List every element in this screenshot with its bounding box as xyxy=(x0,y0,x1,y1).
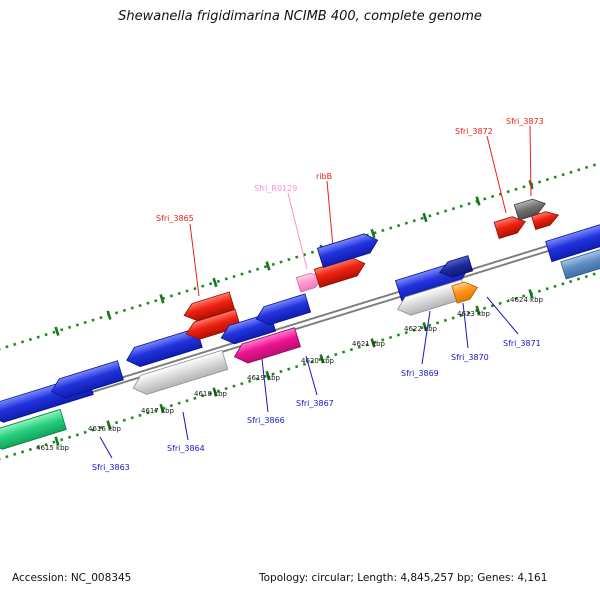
tick-label: 4617 kbp xyxy=(141,407,175,415)
major-tick xyxy=(106,310,112,320)
tick-label: 4620 kbp xyxy=(301,357,335,365)
gene-label: ribB xyxy=(316,172,332,181)
gene-label: Sfri_3864 xyxy=(167,444,205,453)
gene-arrow-g18[interactable] xyxy=(493,213,528,240)
major-tick xyxy=(319,354,325,364)
major-tick xyxy=(422,322,428,332)
upper-tick-line xyxy=(0,161,600,351)
gene-label: Sfri_3863 xyxy=(92,463,130,472)
major-tick xyxy=(475,305,481,315)
status-topology: Topology: circular; Length: 4,845,257 bp… xyxy=(259,572,548,584)
label-connector xyxy=(182,411,189,441)
gene-arrow-g17[interactable] xyxy=(437,255,474,281)
tick-label: 4624 kbp xyxy=(510,296,544,304)
gene-arrow-g13[interactable] xyxy=(316,231,380,268)
major-tick xyxy=(265,370,271,381)
major-tick xyxy=(475,196,481,206)
major-tick xyxy=(54,436,60,446)
gene-label: Sfri_3869 xyxy=(401,369,439,378)
tick-label: 4621 kbp xyxy=(352,340,386,348)
tick-label: 4623 kbp xyxy=(457,310,491,318)
gene-label: Sfri_3870 xyxy=(451,353,489,362)
gene-arrow-g3[interactable] xyxy=(49,360,124,401)
tick-label: 4619 kbp xyxy=(247,374,281,382)
label-connector xyxy=(462,302,469,349)
gene-label: Sfri_3872 xyxy=(455,127,493,136)
gene-label: Sfri_3873 xyxy=(506,117,544,126)
major-tick xyxy=(159,294,165,304)
major-tick xyxy=(159,403,165,414)
gene-label: Sfri_3866 xyxy=(247,416,285,425)
gene-arrow-g19[interactable] xyxy=(513,196,547,221)
gene-label: Sfri_3865 xyxy=(156,214,194,223)
lower-tick-line xyxy=(0,270,600,461)
page-title: Shewanella frigidimarina NCIMB 400, comp… xyxy=(118,9,482,24)
gene-arrow-g9[interactable] xyxy=(232,327,301,367)
major-tick xyxy=(370,228,376,239)
gene-arrow-g22[interactable] xyxy=(560,243,600,280)
label-connector xyxy=(529,125,532,197)
tick-label: 4622 kbp xyxy=(404,325,438,333)
label-connector xyxy=(305,355,318,396)
tick-scale-layer xyxy=(0,161,600,461)
gene-arrow-g21[interactable] xyxy=(545,218,600,263)
label-connector xyxy=(486,135,507,214)
text-label-layer: 4615 kbp 4616 kbp 4617 kbp 4618 kbp 4619 kbp… xyxy=(36,117,544,472)
major-tick xyxy=(265,261,271,271)
gene-arrow-g6[interactable] xyxy=(181,291,236,324)
label-connector xyxy=(421,310,431,365)
tick-label: 4618 kbp xyxy=(194,390,228,398)
gene-label: Sfri_R0129 xyxy=(254,184,297,193)
major-tick xyxy=(54,326,60,336)
gene-layer xyxy=(0,196,600,452)
tick-label: 4615 kbp xyxy=(36,444,70,452)
gene-arrow-g1[interactable] xyxy=(0,408,67,452)
label-connector xyxy=(189,223,200,297)
tick-label: 4616 kbp xyxy=(88,425,122,433)
status-accession: Accession: NC_008345 xyxy=(12,572,132,584)
gene-label: Sfri_3867 xyxy=(296,399,334,408)
major-tick xyxy=(528,289,534,299)
gene-arrow-g20[interactable] xyxy=(531,208,561,231)
gene-arrow-g4[interactable] xyxy=(130,349,229,397)
gene-arrow-g16[interactable] xyxy=(451,279,480,304)
major-tick xyxy=(212,277,218,288)
gene-arrow-g5[interactable] xyxy=(124,327,203,370)
major-tick xyxy=(422,212,428,223)
gene-label: Sfri_3871 xyxy=(503,339,541,348)
label-connector xyxy=(486,296,519,335)
major-tick xyxy=(106,420,112,430)
gene-arrow-g10[interactable] xyxy=(253,293,312,328)
label-connector xyxy=(261,358,269,413)
major-tick xyxy=(370,338,376,348)
label-connector xyxy=(287,192,308,270)
label-connector xyxy=(99,436,113,459)
major-tick xyxy=(212,387,218,397)
